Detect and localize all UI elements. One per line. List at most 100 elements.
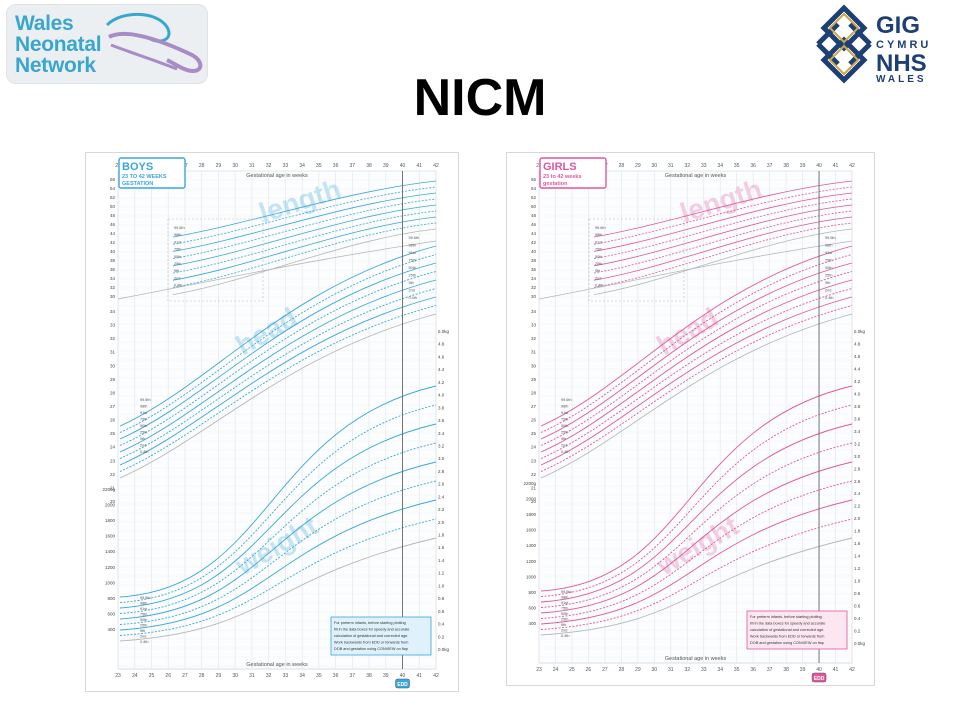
- head-left-tick: 24: [110, 445, 116, 450]
- weight-centile-line: [119, 480, 437, 625]
- length-left-tick: 36: [531, 267, 537, 272]
- weight-centile-line: [540, 518, 853, 630]
- weight-centile-label: 50th: [561, 612, 568, 616]
- head-centile-label: 0.4th: [561, 450, 569, 454]
- x-tick-label-top: 33: [283, 163, 289, 169]
- weight-right-tick: 5.0kg: [438, 329, 450, 334]
- weight-left-tick: 1800: [105, 518, 116, 523]
- weight-centile-line: [540, 480, 853, 619]
- length-left-tick: 44: [531, 231, 537, 236]
- weight-centile-line: [540, 537, 853, 636]
- x-tick-label-bottom: 23: [536, 667, 542, 673]
- head-left-tick: 30: [531, 363, 537, 368]
- head-left-tick: 31: [531, 350, 537, 355]
- weight-centile-line: [119, 423, 437, 609]
- weight-right-tick: 1.2: [438, 571, 445, 576]
- weight-centile-label: 98th: [561, 596, 568, 600]
- weight-centile-line: [119, 518, 437, 636]
- weight-right-tick: 2.0: [438, 520, 445, 525]
- length-left-tick: 52: [531, 195, 537, 200]
- head-left-tick: 22: [110, 472, 116, 477]
- head-left-tick: 26: [110, 418, 116, 423]
- head-centile-line: [119, 254, 437, 433]
- head-centile-label: 2nd: [140, 444, 146, 448]
- length-centile-line: [593, 222, 853, 288]
- logo-text-line-2: Neonatal: [15, 33, 102, 56]
- x-tick-label-bottom: 27: [602, 667, 608, 673]
- x-axis-title-top: Gestational age in weeks: [246, 173, 308, 179]
- x-tick-label-top: 36: [750, 163, 756, 169]
- head-centile-line: [119, 313, 437, 479]
- length-centile-line: [593, 180, 853, 238]
- x-tick-label-top: 28: [199, 163, 205, 169]
- length-centile-label: 91st: [595, 240, 603, 244]
- nhs-wales-logo: GIG CYMRU NHS WALES: [812, 4, 954, 85]
- weight-right-tick: 3.0: [854, 454, 861, 459]
- head-left-tick: 33: [110, 323, 116, 328]
- x-tick-label-top: 42: [433, 163, 439, 169]
- right-centile-label: 91st: [825, 251, 833, 255]
- length-data-box: [588, 218, 685, 302]
- neonatal-swirl-icon: [105, 12, 203, 74]
- weight-centile-label: 9th: [561, 623, 566, 627]
- weight-centile-label: 75th: [561, 607, 568, 611]
- x-tick-label-top: 36: [333, 163, 339, 169]
- x-tick-label-top: 34: [299, 163, 305, 169]
- length-centile-line: [593, 192, 853, 252]
- x-tick-label-bottom: 30: [652, 667, 658, 673]
- weight-centile-line: [540, 404, 853, 597]
- length-left-tick: 46: [531, 222, 537, 227]
- weight-centile-label: 0.4th: [140, 640, 148, 644]
- head-centile-line: [540, 305, 853, 472]
- weight-left-tick: 1200: [526, 559, 537, 564]
- footnote-line: For preterm infants, before starting plo…: [334, 621, 406, 625]
- weight-right-tick: 2.4: [438, 494, 445, 499]
- x-tick-label-top: 32: [684, 163, 690, 169]
- chart-title-box: [539, 157, 607, 189]
- x-tick-label-top: 39: [800, 163, 806, 169]
- head-reference-line: [117, 240, 437, 300]
- right-centile-label: 2nd: [409, 289, 415, 293]
- weight-right-tick: 0.0kg: [854, 641, 866, 646]
- right-centile-label: 50th: [409, 266, 416, 270]
- x-tick-label-bottom: 39: [800, 667, 806, 673]
- chart-title-box: [118, 157, 186, 189]
- x-tick-label-bottom: 29: [635, 667, 641, 673]
- weight-centile-label: 2nd: [140, 635, 146, 639]
- right-centile-label: 9th: [825, 281, 830, 285]
- weight-centile-label: 99.6th: [140, 596, 151, 600]
- length-left-tick: 56: [110, 177, 116, 182]
- weight-centile-label: 9th: [140, 629, 145, 633]
- right-centile-label: 50th: [825, 266, 832, 270]
- x-tick-label-bottom: 32: [266, 673, 272, 679]
- x-tick-label-top: 29: [635, 163, 641, 169]
- x-tick-label-bottom: 33: [283, 673, 289, 679]
- footnote-line: Work backwards from EDD or forwards from: [750, 635, 824, 639]
- head-centile-label: 99.6th: [561, 398, 572, 402]
- weight-left-tick: 1800: [526, 512, 537, 517]
- weight-right-tick: 3.4: [854, 429, 861, 434]
- x-tick-label-top: 32: [266, 163, 272, 169]
- weight-right-tick: 4.2: [854, 379, 861, 384]
- chart-title: BOYS: [122, 161, 153, 173]
- length-left-tick: 56: [531, 177, 537, 182]
- head-left-tick: 20: [531, 499, 537, 504]
- x-tick-label-top: 38: [366, 163, 372, 169]
- wales-neonatal-network-logo: Wales Neonatal Network: [6, 4, 208, 84]
- x-tick-label-top: 31: [249, 163, 255, 169]
- length-centile-line: [172, 228, 437, 295]
- length-left-tick: 42: [531, 240, 537, 245]
- x-axis-title-top: Gestational age in weeks: [665, 173, 727, 179]
- length-centile-line: [593, 198, 853, 259]
- x-tick-label-bottom: 34: [299, 673, 305, 679]
- head-left-tick: 21: [531, 485, 537, 490]
- x-axis-title-bottom: Gestational age in weeks: [665, 656, 727, 662]
- x-tick-label-bottom: 30: [232, 673, 238, 679]
- weight-left-tick: 400: [107, 627, 115, 632]
- weight-centile-line: [540, 442, 853, 608]
- head-centile-label: 75th: [140, 418, 147, 422]
- length-centile-label: 9th: [174, 269, 179, 273]
- x-tick-label-bottom: 38: [366, 673, 372, 679]
- weight-right-tick: 4.6: [854, 354, 861, 359]
- weight-right-tick: 3.8: [854, 404, 861, 409]
